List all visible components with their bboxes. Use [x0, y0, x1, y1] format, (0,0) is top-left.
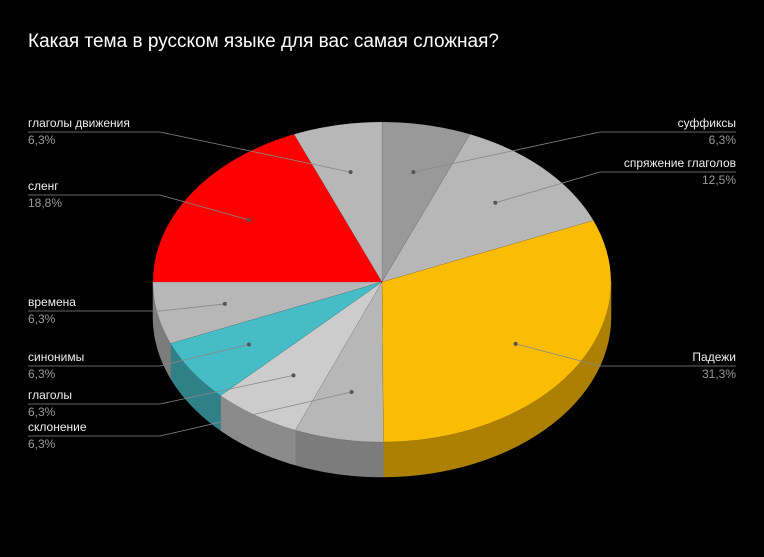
slice: [381, 220, 612, 443]
leader-line: [28, 303, 225, 312]
label-name: синонимы: [28, 350, 84, 364]
label-value: 6,3%: [28, 405, 56, 419]
label-value: 6,3%: [28, 437, 56, 451]
label-name: глаголы движения: [28, 116, 130, 130]
leader-dot: [246, 217, 251, 222]
label-value: 18,8%: [28, 196, 62, 210]
leader-line: [515, 343, 736, 367]
leader-dot: [222, 301, 227, 306]
label-name: спряжение глаголов: [624, 156, 736, 170]
leader-dot: [291, 373, 296, 378]
leader-line: [28, 194, 249, 221]
leader-dot: [246, 342, 251, 347]
chart-title: Какая тема в русском языке для вас самая…: [28, 31, 499, 52]
leader-line: [28, 391, 352, 437]
slice: [381, 133, 594, 283]
label-name: суффиксы: [678, 116, 736, 130]
label-name: склонение: [28, 420, 87, 434]
leader-dot: [411, 170, 416, 175]
label-value: 6,3%: [28, 312, 56, 326]
label-value: 6,3%: [709, 133, 737, 147]
label-value: 12,5%: [702, 173, 736, 187]
slice: [294, 281, 384, 443]
slice: [381, 121, 471, 283]
slice: [152, 281, 383, 344]
leader-line: [28, 374, 294, 405]
leader-line: [28, 344, 250, 367]
slice: [152, 133, 383, 283]
label-value: 31,3%: [702, 367, 736, 381]
leader-dot: [493, 200, 498, 205]
label-name: глаголы: [28, 388, 72, 402]
label-name: времена: [28, 295, 76, 309]
label-name: Падежи: [692, 350, 736, 364]
slice: [170, 281, 383, 396]
label-value: 6,3%: [28, 367, 56, 381]
slice: [293, 121, 383, 283]
label-name: сленг: [28, 179, 59, 193]
leader-dot: [348, 170, 353, 175]
leader-dot: [349, 389, 354, 394]
leader-line: [28, 131, 351, 173]
slice: [220, 281, 383, 431]
leader-dot: [513, 341, 518, 346]
leader-line: [495, 171, 736, 204]
leader-line: [413, 131, 736, 173]
label-value: 6,3%: [28, 133, 56, 147]
